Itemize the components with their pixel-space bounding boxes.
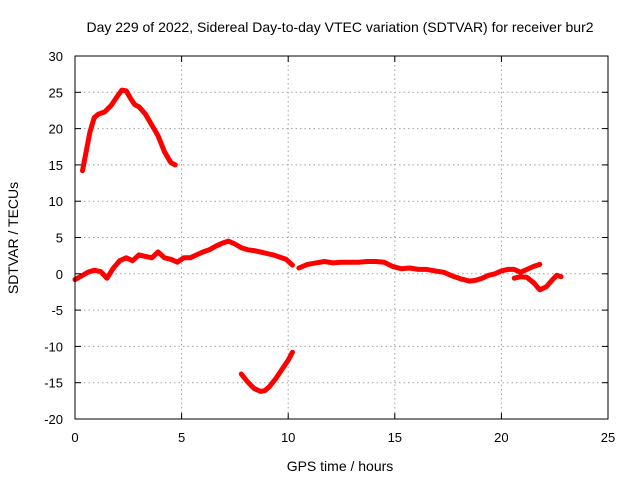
y-tick-label: 5 bbox=[56, 231, 63, 246]
y-tick-label: 10 bbox=[49, 194, 63, 209]
y-tick-label: 30 bbox=[49, 49, 63, 64]
y-axis-label: SDTVAR / TECUs bbox=[5, 182, 21, 294]
x-tick-label: 15 bbox=[388, 430, 402, 445]
y-tick-label: -10 bbox=[44, 339, 63, 354]
ticks: 0 5 10 15 20 25 -20 -15 -10 -5 0 5 10 15 20 25 30 bbox=[44, 49, 615, 445]
series-line-arc-4 bbox=[511, 272, 564, 293]
series-line-arc-1 bbox=[80, 87, 178, 174]
x-axis-label: GPS time / hours bbox=[287, 458, 394, 474]
chart-title: Day 229 of 2022, Sidereal Day-to-day VTE… bbox=[86, 19, 593, 35]
y-tick-label: -5 bbox=[51, 303, 63, 318]
y-tick-label: 20 bbox=[49, 122, 63, 137]
y-tick-label: 15 bbox=[49, 158, 63, 173]
x-tick-label: 25 bbox=[601, 430, 615, 445]
series-line-arc-5 bbox=[238, 349, 295, 394]
y-tick-label: 0 bbox=[56, 267, 63, 282]
y-tick-label: 25 bbox=[49, 85, 63, 100]
x-tick-label: 0 bbox=[71, 430, 78, 445]
y-tick-label: -20 bbox=[44, 412, 63, 427]
x-tick-label: 5 bbox=[178, 430, 185, 445]
x-tick-label: 20 bbox=[494, 430, 508, 445]
series-group bbox=[72, 87, 564, 394]
series-line-arc-2 bbox=[72, 238, 295, 283]
x-tick-label: 10 bbox=[281, 430, 295, 445]
y-tick-label: -15 bbox=[44, 376, 63, 391]
series-line-arc-3 bbox=[296, 259, 543, 284]
